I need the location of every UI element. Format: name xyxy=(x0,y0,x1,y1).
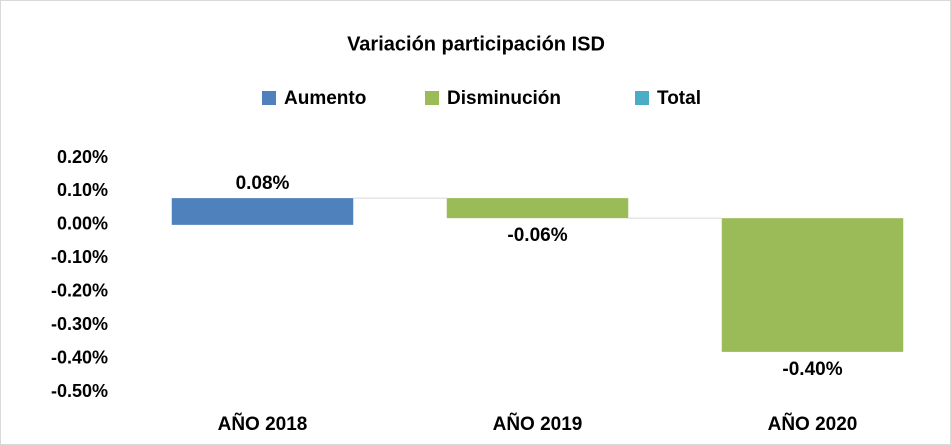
legend-label: Disminución xyxy=(447,88,561,109)
y-tick-label: 0.00% xyxy=(57,214,108,234)
legend-swatch xyxy=(425,91,439,105)
x-tick-label: AÑO 2019 xyxy=(493,413,583,435)
chart-title: Variación participación ISD xyxy=(347,33,605,55)
data-label: -0.06% xyxy=(507,225,567,246)
legend-label: Total xyxy=(657,88,701,109)
y-tick-label: -0.50% xyxy=(51,381,108,401)
y-tick-label: -0.30% xyxy=(51,314,108,334)
bar xyxy=(721,218,904,352)
legend-swatch xyxy=(262,91,276,105)
y-tick-label: 0.20% xyxy=(57,147,108,167)
y-tick-label: -0.10% xyxy=(51,247,108,267)
x-tick-label: AÑO 2018 xyxy=(218,413,308,435)
y-tick-label: 0.10% xyxy=(57,180,108,200)
y-tick-label: -0.40% xyxy=(51,347,108,367)
bar xyxy=(171,198,354,225)
data-label: -0.40% xyxy=(782,359,842,380)
legend-label: Aumento xyxy=(284,88,366,109)
data-label: 0.08% xyxy=(236,173,290,194)
y-tick-label: -0.20% xyxy=(51,280,108,300)
x-tick-label: AÑO 2020 xyxy=(768,413,858,435)
legend-swatch xyxy=(635,91,649,105)
bar xyxy=(446,198,629,219)
